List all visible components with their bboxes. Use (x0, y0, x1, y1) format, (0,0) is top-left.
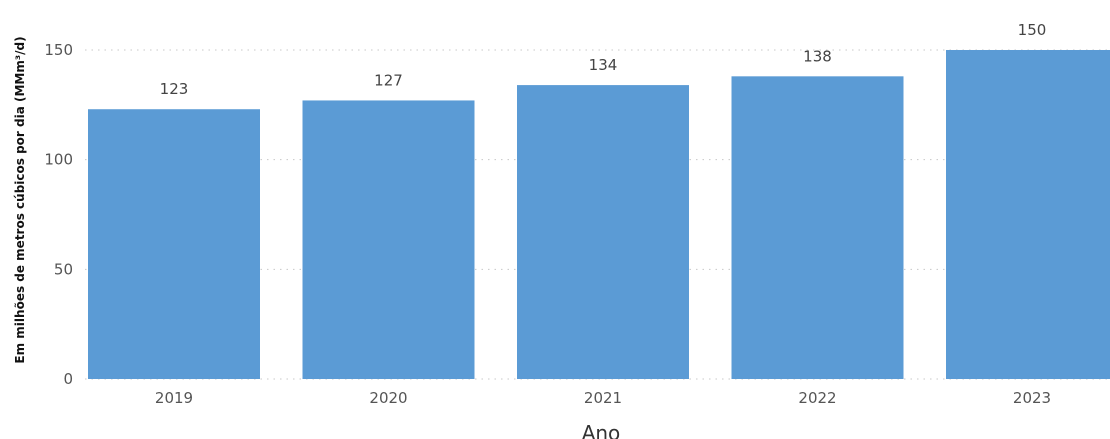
bar-2020[interactable] (302, 100, 475, 380)
bar-2019[interactable] (88, 109, 260, 379)
bars (88, 50, 1110, 380)
x-tick-label: 2023 (1013, 389, 1051, 407)
y-tick-label: 150 (44, 41, 73, 59)
data-label: 127 (374, 71, 403, 89)
x-tick-label: 2022 (798, 389, 836, 407)
bar-2022[interactable] (731, 76, 904, 379)
bar-2021[interactable] (517, 85, 689, 380)
y-tick-label: 100 (44, 151, 73, 169)
y-tick-label: 0 (63, 370, 73, 388)
x-tick-label: 2019 (155, 389, 193, 407)
x-tick-label: 2020 (369, 389, 407, 407)
x-axis-ticks: 2019 2020 2021 2022 2023 (155, 389, 1051, 407)
data-labels: 123 127 134 138 150 (160, 21, 1047, 98)
data-label: 150 (1018, 21, 1047, 39)
y-axis-ticks: 0 50 100 150 (44, 41, 73, 388)
y-axis-title: Em milhões de metros cúbicos por dia (MM… (13, 36, 27, 363)
x-axis-title: Ano (582, 421, 621, 439)
x-tick-label: 2021 (584, 389, 622, 407)
data-label: 138 (803, 47, 832, 65)
data-label: 123 (160, 80, 189, 98)
y-tick-label: 50 (54, 260, 73, 278)
data-label: 134 (589, 56, 618, 74)
bar-2023[interactable] (946, 50, 1110, 379)
